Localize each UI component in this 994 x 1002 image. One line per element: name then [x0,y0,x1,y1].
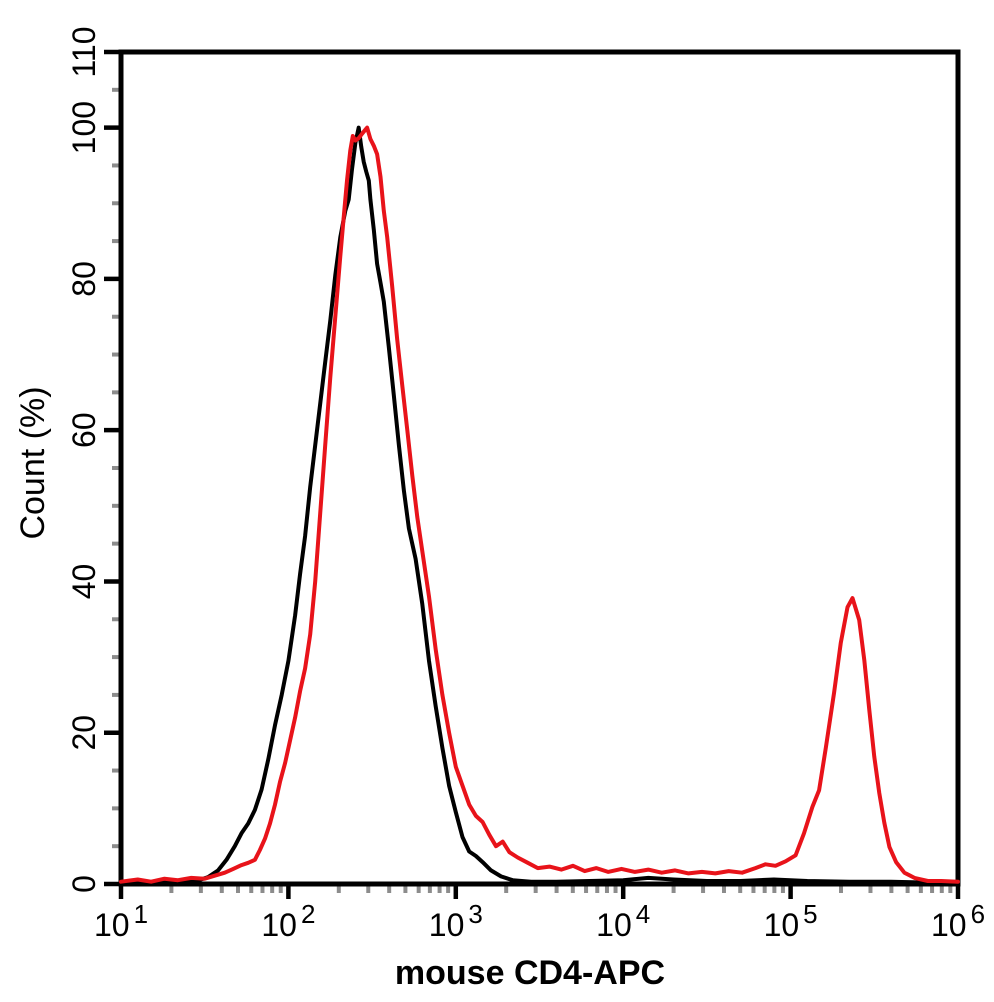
plot-frame [118,49,961,887]
y-tick-label-40: 40 [66,564,102,600]
y-tick-label-20: 20 [66,715,102,751]
minor-ticks [112,87,953,893]
y-axis-title: Count (%) [14,386,52,539]
x-tick-label-10^6: 10 6 [931,899,985,943]
y-tick-label-60: 60 [66,412,102,448]
tick-labels: 0 20 40 60 80 100 110 10 1 10 2 10 3 10 4 10 5 10 6 [66,26,985,943]
major-ticks [104,49,961,899]
y-tick-label-110: 110 [66,26,102,77]
x-axis-title: mouse CD4-APC [395,954,665,992]
x-tick-label-10^3: 10 3 [429,899,483,943]
x-tick-label-10^1: 10 1 [94,899,148,943]
x-tick-label-10^2: 10 2 [261,899,315,943]
series-red-curve [119,125,960,884]
axes-frame [118,49,961,887]
histogram-curves [119,125,960,885]
y-tick-label-80: 80 [66,261,102,297]
y-tick-label-0: 0 [66,875,102,893]
x-tick-label-10^5: 10 5 [764,899,818,943]
y-tick-label-100: 100 [66,101,102,154]
x-tick-label-10^4: 10 4 [596,899,650,943]
series-black-curve [119,125,960,885]
